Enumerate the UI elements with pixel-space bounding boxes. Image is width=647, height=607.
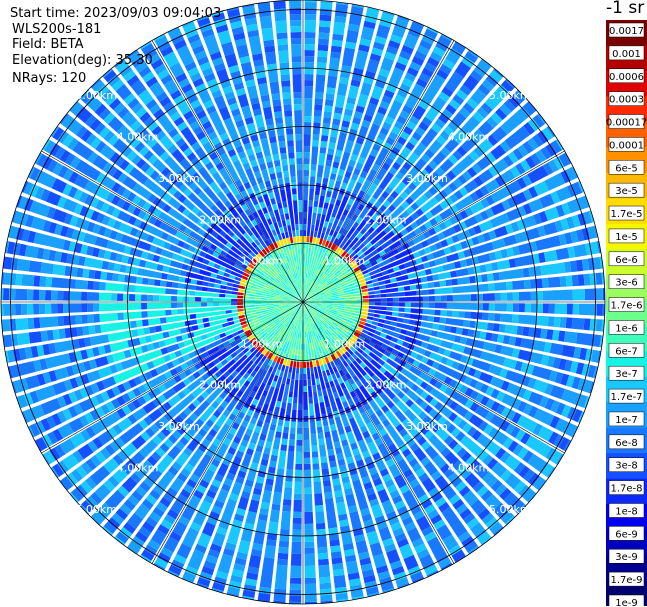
- range-label: 5.00km: [75, 503, 117, 516]
- spoke-line: [151, 301, 304, 564]
- colorbar-tick-label: 6e-5: [615, 163, 638, 174]
- colorbar-tick-box: [608, 251, 645, 267]
- colorbar-tick-label: 1e-7: [615, 415, 638, 426]
- colorbar-tick-label: 1e-5: [615, 232, 638, 243]
- range-label: 4.00km: [448, 131, 490, 144]
- instrument-text: WLS200s-181: [12, 22, 102, 37]
- colorbar-tick-label: 6e-6: [615, 255, 638, 266]
- colorbar-tick-label: 6e-8: [615, 438, 638, 449]
- ray-gates: [184, 182, 423, 422]
- colorbar-tick-label: 0.001: [612, 49, 641, 60]
- range-label: 2.00km: [365, 379, 407, 392]
- range-labels: 1.00km 1.00km 1.00km 1.00km 2.00km 2.00km 2.00…: [75, 89, 530, 516]
- colorbar-tick-box: [608, 434, 645, 450]
- range-label: 5.00km: [489, 89, 531, 102]
- colorbar-tick-label: 0.0017: [609, 26, 644, 37]
- colorbar-tick-label: 1.7e-9: [610, 575, 642, 586]
- colorbar-tick-label: 3e-7: [615, 369, 638, 380]
- nrays-text: NRays: 120: [12, 71, 87, 86]
- range-label: 3.00km: [158, 420, 200, 433]
- colorbar-tick-box: [608, 411, 645, 427]
- range-label: 3.00km: [406, 420, 448, 433]
- colorbar-tick-box: [608, 182, 645, 198]
- range-label: 2.00km: [199, 213, 241, 226]
- range-label: 3.00km: [158, 172, 200, 185]
- colorbar-tick-label: 1.7e-5: [610, 209, 642, 220]
- range-label: 5.00km: [489, 503, 531, 516]
- colorbar: 0.0017 0.001 0.0006 0.0003 0.00017 0.0001 6e-5…: [606, 20, 647, 606]
- colorbar-tick-label: 6e-9: [615, 529, 638, 540]
- spoke-line: [41, 301, 304, 454]
- range-label: 1.00km: [241, 255, 283, 268]
- field-text: Field: BETA: [12, 37, 84, 52]
- range-label: 1.00km: [324, 255, 366, 268]
- colorbar-tick-label: 0.0006: [609, 72, 644, 83]
- colorbar-tick-label: 0.0001: [609, 140, 644, 151]
- range-ring-grid: [0, 0, 606, 605]
- colorbar-tick-box: [608, 137, 645, 152]
- colorbar-tick-label: 0.00017: [606, 118, 647, 129]
- colorbar-tick-label: 1e-6: [615, 323, 638, 334]
- colorbar-tick-box: [608, 274, 645, 289]
- colorbar-tick-box: [608, 503, 645, 518]
- colorbar-tick-box: [608, 45, 645, 61]
- elevation-text: Elevation(deg): 35.30: [12, 53, 153, 68]
- ray-gates: [1, 0, 603, 602]
- colorbar-tick-label: 1.7e-8: [610, 484, 642, 495]
- colorbar-tick-box: [608, 594, 645, 606]
- colorbar-tick-box: [608, 480, 645, 495]
- colorbar-tick-box: [608, 228, 645, 244]
- range-label: 2.00km: [365, 213, 407, 226]
- range-label: 3.00km: [406, 172, 448, 185]
- range-label: 4.00km: [117, 131, 159, 144]
- colorbar-tick-label: 0.0003: [609, 95, 644, 106]
- colorbar-tick-box: [608, 388, 645, 404]
- spoke-line: [151, 40, 304, 303]
- colorbar-tick-label: 3e-5: [615, 186, 638, 197]
- colorbar-tick-box: [608, 160, 645, 175]
- colorbar-tick-label: 3e-6: [615, 278, 638, 289]
- range-label: 4.00km: [448, 461, 490, 474]
- colorbar-tick-box: [608, 205, 645, 221]
- start-time-text: Start time: 2023/09/03 09:04:03: [10, 6, 222, 21]
- colorbar-tick-box: [608, 343, 645, 358]
- colorbar-tick-label: 1e-9: [615, 598, 638, 606]
- colorbar-tick-box: [608, 68, 645, 84]
- colorbar-tick-box: [608, 114, 645, 129]
- colorbar-tick-box: [608, 320, 645, 335]
- colorbar-tick-label: 1e-8: [615, 506, 638, 517]
- spoke-line: [302, 150, 565, 303]
- spoke-line: [302, 301, 455, 564]
- colorbar-tick-box: [608, 365, 645, 381]
- ray-gates: [99, 242, 363, 384]
- spoke-line: [41, 150, 304, 303]
- range-label: 1.00km: [241, 337, 283, 350]
- colorbar-tick-box: [608, 22, 645, 38]
- range-label: 5.00km: [75, 89, 117, 102]
- range-label: 1.00km: [324, 337, 366, 350]
- colorbar-tick-label: 1.7e-6: [610, 301, 642, 312]
- colorbar-unit-label: -1 sr: [606, 0, 645, 18]
- spoke-line: [302, 40, 455, 303]
- colorbar-tick-box: [608, 457, 645, 472]
- colorbar-tick-box: [608, 526, 645, 541]
- colorbar-tick-label: 6e-7: [615, 346, 638, 357]
- colorbar-tick-box: [608, 91, 645, 106]
- colorbar-tick-box: [608, 297, 645, 312]
- colorbar-tick-label: 3e-8: [615, 461, 638, 472]
- range-label: 2.00km: [199, 379, 241, 392]
- colorbar-tick-label: 1.7e-7: [610, 392, 642, 403]
- colorbar-tick-label: 3e-9: [615, 552, 638, 563]
- colorbar-tick-box: [608, 548, 645, 564]
- colorbar-tick-box: [608, 571, 645, 587]
- range-label: 4.00km: [117, 461, 159, 474]
- spoke-line: [302, 301, 565, 454]
